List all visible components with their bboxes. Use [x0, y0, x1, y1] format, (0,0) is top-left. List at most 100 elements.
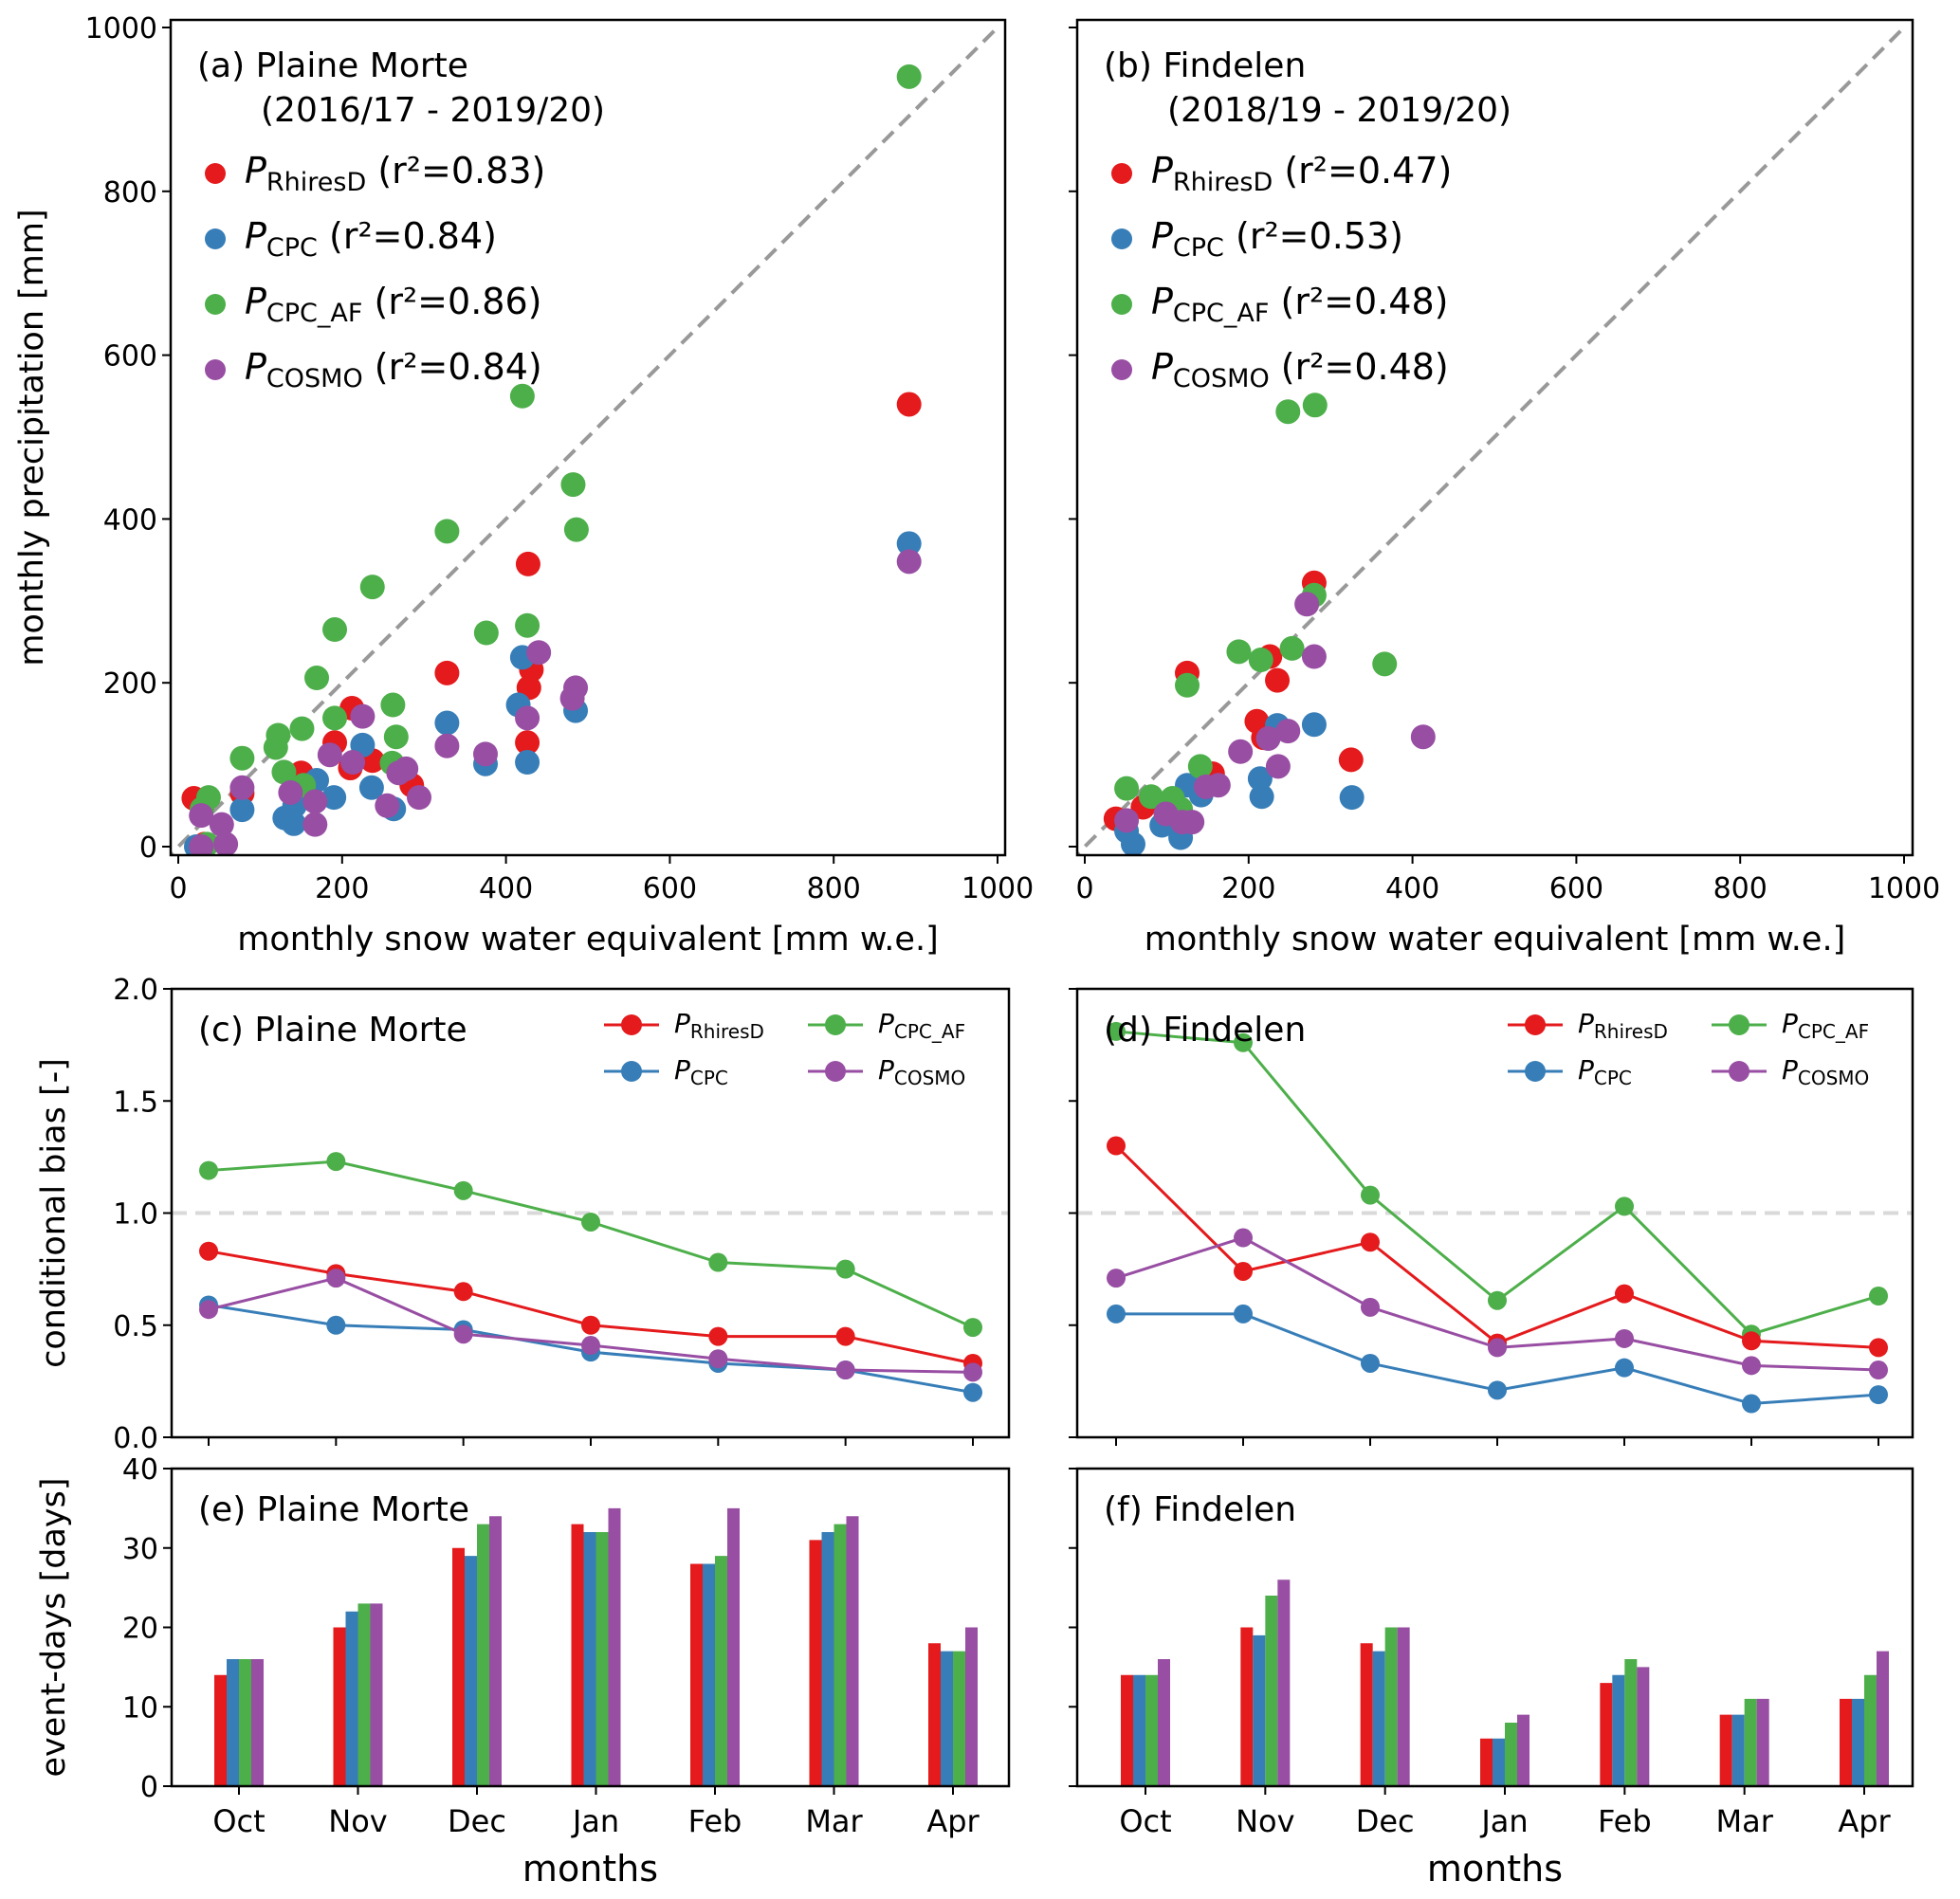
point-cosmo	[434, 733, 460, 758]
x-tick-label: 0	[169, 872, 187, 905]
point-cpc	[1249, 784, 1274, 810]
legend-marker-cosmo	[1111, 359, 1132, 380]
bar-cosmo	[727, 1507, 740, 1786]
bar-cpc_af	[1145, 1674, 1158, 1786]
bar-cpc	[1612, 1674, 1625, 1786]
line-point-cpc_af	[581, 1212, 600, 1232]
x-tick-label: Nov	[328, 1803, 387, 1839]
point-cosmo	[515, 705, 540, 731]
y-tick-label: 40	[122, 1453, 158, 1487]
bar-cpc_af	[833, 1524, 847, 1786]
bar-cpc_af	[1864, 1674, 1877, 1786]
line-point-cosmo	[1234, 1228, 1253, 1248]
point-cpc_af	[359, 575, 385, 600]
legend-r2: (r²=0.53)	[1224, 215, 1403, 257]
x-axis-label: monthly snow water equivalent [mm w.e.]	[237, 921, 939, 959]
scatter-points	[1103, 393, 1436, 855]
point-cpc_af	[289, 716, 315, 741]
legend-entry-rhiresd: PRhiresD	[674, 1008, 764, 1043]
line-point-rhiresd	[1869, 1338, 1888, 1358]
line-point-cpc_af	[963, 1318, 982, 1338]
point-cpc	[896, 531, 922, 557]
scatter-points	[181, 64, 922, 855]
legend-symbol-p: P	[1151, 346, 1173, 388]
bar-cpc	[583, 1532, 596, 1786]
y-tick-label: 0	[139, 831, 157, 865]
legend-entry-cosmo: PCOSMO	[878, 1054, 965, 1089]
line-point-cosmo	[1107, 1269, 1126, 1288]
line-point-cpc	[1234, 1304, 1253, 1324]
bar-cpc	[703, 1563, 715, 1786]
line-point-cpc	[1615, 1358, 1634, 1378]
legend-subscript: COSMO	[894, 1067, 965, 1089]
line-point-cpc_af	[1869, 1287, 1888, 1306]
line-point-cosmo	[1615, 1328, 1634, 1348]
legend-entry-cpc: PCPC (r²=0.84)	[245, 215, 497, 263]
bar-cosmo	[251, 1659, 264, 1786]
legend-symbol-p: P	[1782, 1008, 1798, 1039]
panel-title: (f) Findelen	[1104, 1490, 1296, 1529]
bar-rhiresd	[1840, 1698, 1852, 1786]
bar-cosmo	[846, 1516, 859, 1786]
legend-entry-cpc_af: PCPC_AF (r²=0.48)	[1151, 281, 1448, 328]
x-axis-label: monthly snow water equivalent [mm w.e.]	[1145, 921, 1846, 959]
bar-cosmo	[608, 1507, 621, 1786]
line-point-cpc_af	[453, 1180, 473, 1200]
x-tick-label: 400	[1385, 872, 1439, 905]
legend-entry-rhiresd: PRhiresD (r²=0.47)	[1151, 150, 1452, 197]
point-cosmo	[473, 741, 498, 767]
x-tick-label: 0	[1075, 872, 1093, 905]
point-rhiresd	[515, 551, 540, 576]
point-cosmo	[407, 785, 432, 811]
bar-cpc	[1372, 1651, 1385, 1786]
bar-cosmo	[1637, 1667, 1650, 1786]
legend-marker-cosmo	[1729, 1061, 1749, 1082]
bar-rhiresd	[809, 1540, 822, 1786]
axes-frame	[1075, 18, 1914, 857]
one-to-one-line	[1077, 26, 1906, 855]
line-point-rhiresd	[708, 1326, 728, 1346]
line-point-cosmo	[326, 1269, 346, 1288]
legend-marker-cosmo	[825, 1061, 846, 1082]
bar-cpc_af	[595, 1532, 609, 1786]
legend-marker-cpc_af	[825, 1014, 846, 1035]
legend-marker-cpc_af	[1111, 294, 1132, 315]
legend-marker-rhiresd	[205, 163, 226, 184]
line-point-cpc	[963, 1382, 982, 1402]
point-cpc_af	[434, 519, 460, 544]
x-tick-label: 800	[807, 872, 861, 905]
legend-entry-cosmo: PCOSMO (r²=0.84)	[245, 346, 542, 393]
panel-subtitle: (2018/19 - 2019/20)	[1167, 91, 1511, 130]
bar-cpc_af	[477, 1524, 489, 1786]
x-tick-label: Feb	[1598, 1803, 1652, 1839]
point-cosmo	[209, 812, 234, 837]
legend-r2: (r²=0.84)	[363, 346, 542, 388]
line-point-cosmo	[1869, 1360, 1888, 1380]
point-rhiresd	[896, 392, 922, 417]
point-cosmo	[213, 831, 239, 855]
legend-marker-rhiresd	[621, 1014, 642, 1035]
point-cpc	[321, 785, 347, 811]
point-rhiresd	[1265, 667, 1291, 693]
legend-entry-cpc: PCPC	[1578, 1054, 1632, 1089]
legend-r2: (r²=0.47)	[1273, 150, 1452, 192]
point-cosmo	[1410, 724, 1436, 750]
bar-cpc	[345, 1611, 358, 1786]
x-tick-label: Dec	[448, 1803, 506, 1839]
legend-entry-cpc: PCPC	[674, 1054, 728, 1089]
line-point-cpc	[1488, 1380, 1507, 1400]
legend-symbol-p: P	[1578, 1008, 1594, 1039]
point-cpc	[515, 750, 540, 776]
line-point-rhiresd	[1107, 1136, 1126, 1156]
y-tick-label: 10	[122, 1691, 158, 1725]
point-rhiresd	[515, 730, 540, 756]
line-point-cpc	[1361, 1353, 1380, 1373]
axes-frame	[169, 18, 1007, 857]
line-point-cpc	[1742, 1394, 1761, 1414]
point-cosmo	[1294, 592, 1320, 617]
x-tick-label: Nov	[1236, 1803, 1294, 1839]
panel-subtitle: (2016/17 - 2019/20)	[261, 91, 605, 130]
point-cosmo	[1193, 774, 1218, 799]
legend-subscript: CPC_AF	[266, 299, 363, 328]
